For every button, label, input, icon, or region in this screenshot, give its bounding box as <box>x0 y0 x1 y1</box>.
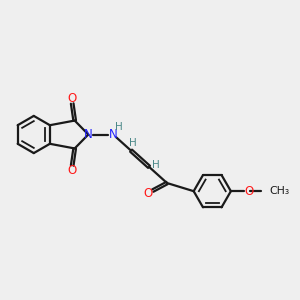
Text: CH₃: CH₃ <box>269 186 289 196</box>
Text: O: O <box>68 92 77 105</box>
Text: O: O <box>143 187 153 200</box>
Text: H: H <box>116 122 123 132</box>
Text: H: H <box>152 160 160 170</box>
Text: H: H <box>129 138 136 148</box>
Text: N: N <box>109 128 118 141</box>
Text: O: O <box>244 185 253 198</box>
Text: N: N <box>84 128 93 141</box>
Text: O: O <box>68 164 77 177</box>
